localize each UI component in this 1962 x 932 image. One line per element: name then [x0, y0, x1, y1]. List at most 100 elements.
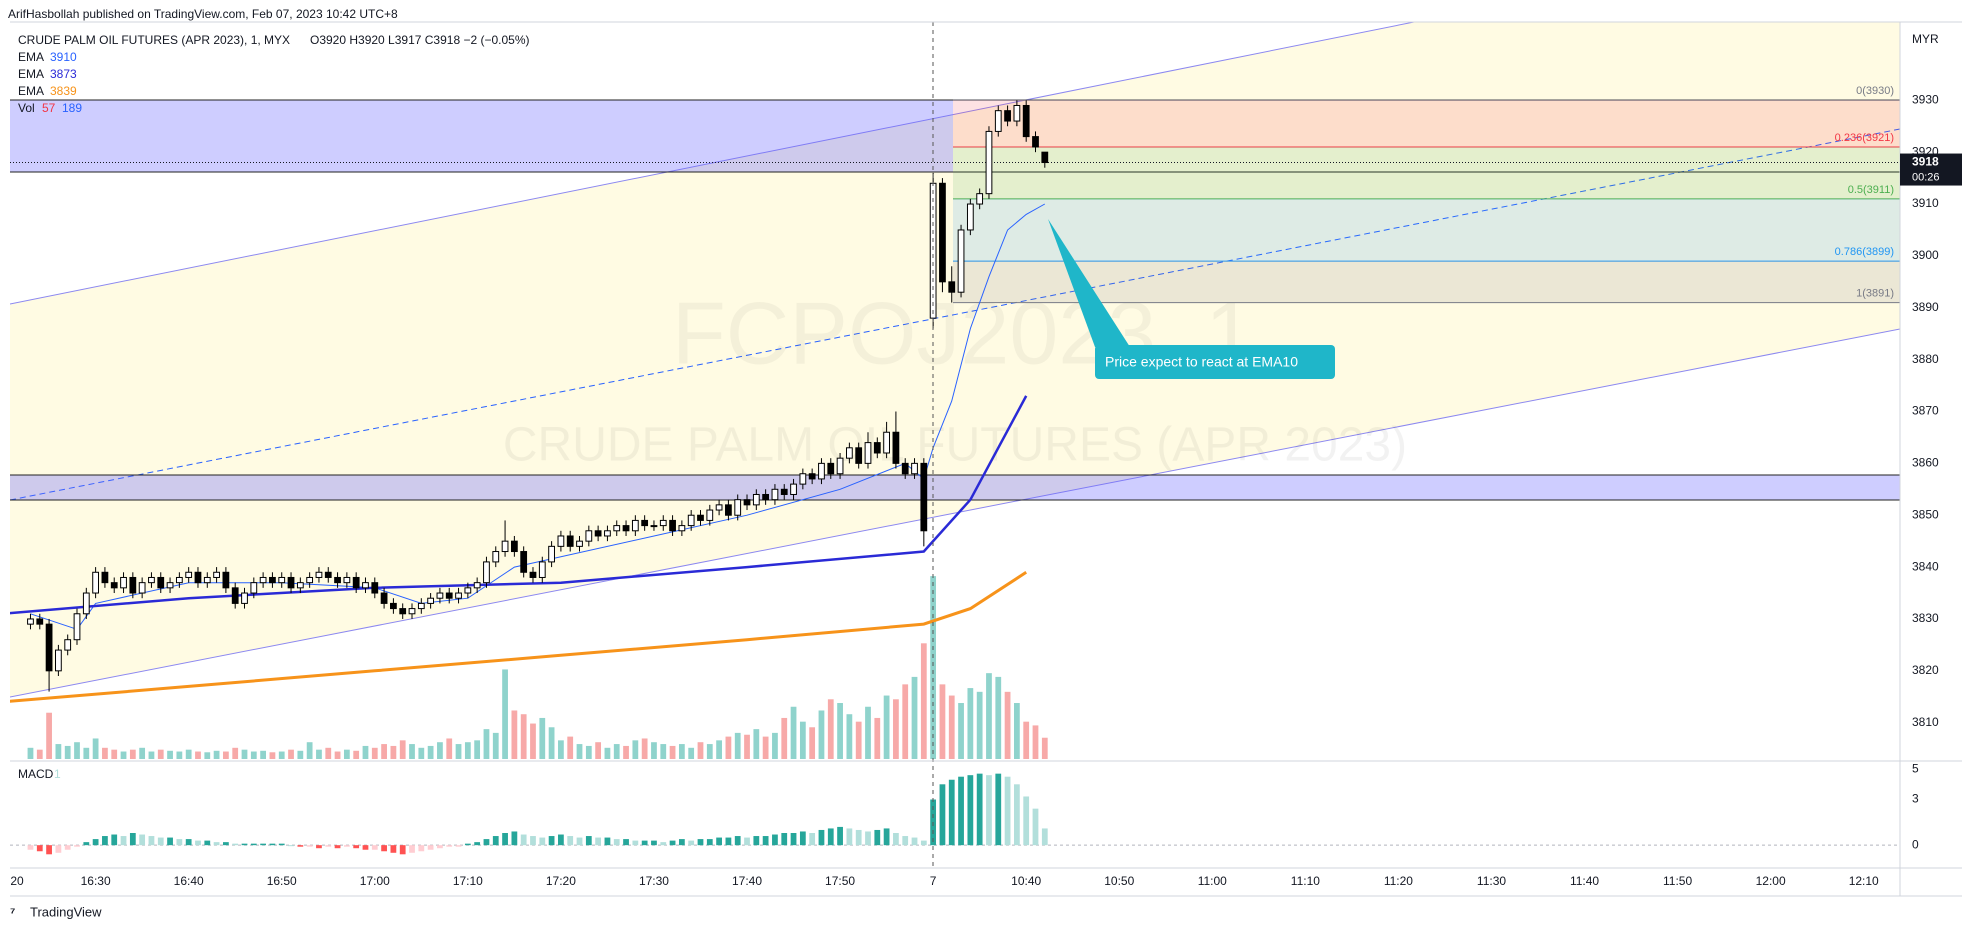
- ohlc: O3920 H3920 L3917 C3918 −2 (−0.05%): [310, 33, 530, 47]
- volume-bar: [827, 699, 834, 759]
- volume-bar: [958, 703, 964, 759]
- x-tick-label: 11:20: [1384, 874, 1413, 888]
- macd-bar: [837, 826, 843, 846]
- volume-bar: [269, 752, 276, 759]
- volume-bar: [278, 751, 285, 759]
- volume-bar: [744, 734, 750, 759]
- volume-bar: [474, 740, 481, 759]
- macd-bar: [744, 837, 750, 846]
- candle-body: [445, 592, 453, 599]
- volume-bar: [325, 747, 332, 759]
- callout-box: [1095, 345, 1335, 379]
- zone: [10, 475, 1900, 500]
- candle-body: [650, 525, 658, 528]
- candle-body: [120, 576, 127, 589]
- macd-bar: [725, 837, 732, 846]
- volume-bar: [790, 706, 797, 759]
- volume-bar: [437, 742, 443, 759]
- volume-bar: [260, 750, 267, 759]
- volume-bar: [548, 727, 555, 759]
- last-price-label: 3918: [1912, 155, 1939, 169]
- candle-body: [548, 545, 555, 563]
- candle-body: [213, 571, 220, 578]
- y-tick-label: 3820: [1912, 663, 1939, 677]
- macd-bar: [734, 836, 741, 846]
- candle-body: [259, 576, 267, 584]
- macd-bar: [464, 843, 471, 846]
- volume-ma-value: 189: [62, 101, 82, 115]
- x-tick-label: 11:30: [1477, 874, 1506, 888]
- macd-bar: [809, 833, 816, 846]
- macd-bar: [855, 829, 862, 846]
- x-tick-label: 16:30: [81, 874, 111, 888]
- candle-body: [175, 576, 183, 584]
- x-tick-label: 17:40: [732, 874, 762, 888]
- candle-body: [157, 576, 165, 589]
- fib-zone: [953, 261, 1900, 303]
- candle-body: [483, 561, 490, 584]
- candle-body: [455, 592, 462, 599]
- ema-legend-value: 3839: [50, 84, 77, 98]
- candle-body: [417, 602, 425, 610]
- candle-body: [473, 582, 481, 589]
- callout: Price expect to react at EMA10: [1048, 219, 1335, 379]
- candle-body: [939, 182, 946, 283]
- volume-bar: [986, 673, 992, 759]
- candle-body: [166, 582, 174, 589]
- volume-bar: [306, 742, 313, 759]
- last-price-box: [1900, 153, 1962, 186]
- symbol-title: CRUDE PALM OIL FUTURES (APR 2023), 1, MY…: [18, 33, 290, 47]
- volume-bar: [1023, 721, 1030, 759]
- volume-bar: [464, 742, 471, 759]
- x-tick-label: 16:50: [267, 874, 297, 888]
- candle-body: [864, 442, 872, 464]
- x-tick-label: 10:50: [1104, 874, 1134, 888]
- volume-bar: [837, 703, 843, 759]
- callout-pointer: [1048, 219, 1130, 347]
- macd-bar: [297, 845, 304, 847]
- macd-bar: [762, 836, 769, 846]
- volume-bar: [530, 723, 536, 759]
- macd-bar: [502, 833, 508, 846]
- candle-body: [362, 582, 369, 589]
- volume-bar: [129, 749, 136, 759]
- volume-bar: [334, 751, 341, 759]
- volume-bar: [604, 747, 611, 759]
- volume-bar: [297, 750, 304, 759]
- volume-bar: [576, 744, 583, 759]
- macd-bar: [64, 845, 71, 850]
- x-tick-label: 7: [930, 874, 937, 888]
- fib-label: 0.786(3899): [1835, 246, 1894, 258]
- volume-name: Vol: [18, 101, 35, 115]
- candle-body: [501, 540, 509, 553]
- volume-bar: [64, 745, 71, 759]
- candle-body: [222, 571, 230, 589]
- macd-bar: [223, 842, 229, 846]
- candle-body: [194, 571, 202, 584]
- macd-bar: [567, 836, 574, 846]
- ema-name: EMA: [18, 67, 44, 81]
- macd-bar: [427, 845, 434, 850]
- candle-body: [678, 525, 686, 532]
- volume-bar: [399, 740, 406, 759]
- candle-body: [538, 561, 546, 578]
- volume-bar: [288, 749, 294, 759]
- macd-bar: [269, 843, 276, 846]
- fib-label: 0(3930): [1856, 85, 1894, 97]
- volume-bar: [167, 750, 173, 759]
- volume-bar: [55, 744, 62, 759]
- macd-name: MACD: [18, 767, 54, 781]
- x-tick-label: 12:00: [1756, 874, 1786, 888]
- ema-legend-value: 3873: [50, 67, 77, 81]
- macd-bar: [511, 831, 518, 846]
- candle-body: [380, 592, 388, 604]
- volume-bar: [688, 747, 695, 759]
- volume-bar: [157, 749, 164, 759]
- macd-bar: [818, 829, 825, 846]
- volume-bar: [762, 736, 769, 759]
- candle-body: [101, 571, 109, 584]
- macd-tick-label: 3: [1912, 792, 1919, 806]
- x-tick-label: 20: [10, 874, 24, 888]
- candle-body: [790, 483, 797, 495]
- candle-body: [762, 493, 770, 501]
